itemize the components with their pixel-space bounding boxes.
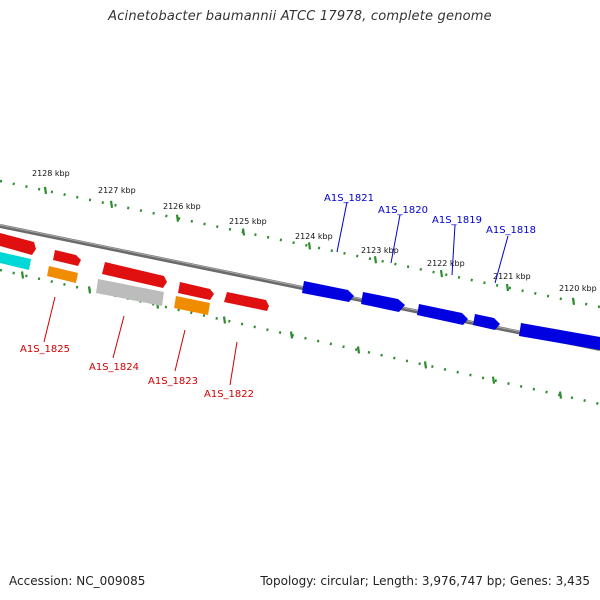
leader-line: [112, 315, 125, 359]
gene-feature[interactable]: [102, 262, 167, 288]
gene-feature[interactable]: [53, 250, 81, 266]
genome-summary-text: Topology: circular; Length: 3,976,747 bp…: [260, 574, 590, 588]
major-tick: [20, 271, 25, 279]
major-tick: [175, 214, 180, 222]
major-tick: [356, 346, 361, 354]
gene-feature[interactable]: [417, 304, 468, 325]
genome-backbone: [0, 224, 600, 351]
major-tick: [505, 283, 510, 292]
major-tick: [43, 186, 48, 195]
major-tick: [558, 391, 563, 399]
leader-line: [174, 329, 186, 372]
gene-labels: A1S_1821 A1S_1820 A1S_1819 A1S_1818 A1S_…: [20, 193, 536, 400]
ruler-label: 2126 kbp: [163, 202, 201, 211]
major-tick: [87, 286, 92, 294]
major-tick: [109, 200, 114, 208]
gene-feature[interactable]: [302, 281, 354, 302]
ruler-label: 2125 kbp: [229, 217, 267, 226]
gene-feature[interactable]: [473, 314, 500, 330]
ruler-label: 2127 kbp: [98, 186, 136, 195]
leader-line: [390, 214, 401, 264]
major-tick: [491, 376, 496, 384]
label-leaders: [43, 201, 509, 386]
leader-line: [43, 296, 56, 343]
gene-label[interactable]: A1S_1823: [148, 376, 198, 387]
ruler-label: 2120 kbp: [559, 284, 597, 293]
gene-label[interactable]: A1S_1820: [378, 205, 428, 216]
rna-feature[interactable]: [174, 296, 210, 315]
major-tick: [373, 256, 378, 264]
gene-feature[interactable]: [224, 292, 269, 311]
major-tick: [241, 228, 246, 236]
major-tick: [423, 361, 428, 369]
genome-title: Acinetobacter baumannii ATCC 17978, comp…: [108, 9, 492, 24]
rna-feature[interactable]: [47, 266, 78, 283]
gene-feature[interactable]: [361, 292, 405, 312]
ruler-label: 2122 kbp: [427, 259, 465, 268]
major-tick: [307, 242, 312, 250]
leader-line: [229, 341, 238, 386]
ruler-label: 2121 kbp: [493, 272, 531, 281]
gene-label[interactable]: A1S_1825: [20, 344, 70, 355]
gene-label[interactable]: A1S_1819: [432, 215, 482, 226]
forward-strand: [0, 233, 600, 350]
gene-feature[interactable]: [178, 282, 214, 300]
gene-feature[interactable]: [519, 323, 600, 350]
backbone-highlight: [0, 224, 600, 349]
major-tick: [571, 297, 576, 305]
leader-line: [494, 235, 509, 284]
gene-label[interactable]: A1S_1824: [89, 362, 139, 373]
reverse-strand: [0, 252, 210, 315]
leader-line: [336, 201, 348, 253]
major-ticks: [43, 186, 576, 305]
major-tick: [289, 331, 294, 339]
backbone-line: [0, 224, 600, 351]
ruler-label: 2128 kbp: [32, 169, 70, 178]
ruler-label: 2124 kbp: [295, 232, 333, 241]
major-tick: [439, 269, 444, 278]
leader-line: [451, 224, 456, 276]
gene-label[interactable]: A1S_1818: [486, 225, 536, 236]
gene-label[interactable]: A1S_1822: [204, 389, 254, 400]
ruler-labels: 2128 kbp 2127 kbp 2126 kbp 2125 kbp 2124…: [32, 169, 597, 293]
major-tick: [222, 316, 227, 324]
pseudo-feature[interactable]: [96, 279, 164, 306]
accession-text: Accession: NC_009085: [9, 574, 146, 588]
gene-label[interactable]: A1S_1821: [324, 193, 374, 204]
rna-feature[interactable]: [0, 252, 31, 270]
gene-feature[interactable]: [0, 233, 36, 255]
ruler-label: 2123 kbp: [361, 246, 399, 255]
